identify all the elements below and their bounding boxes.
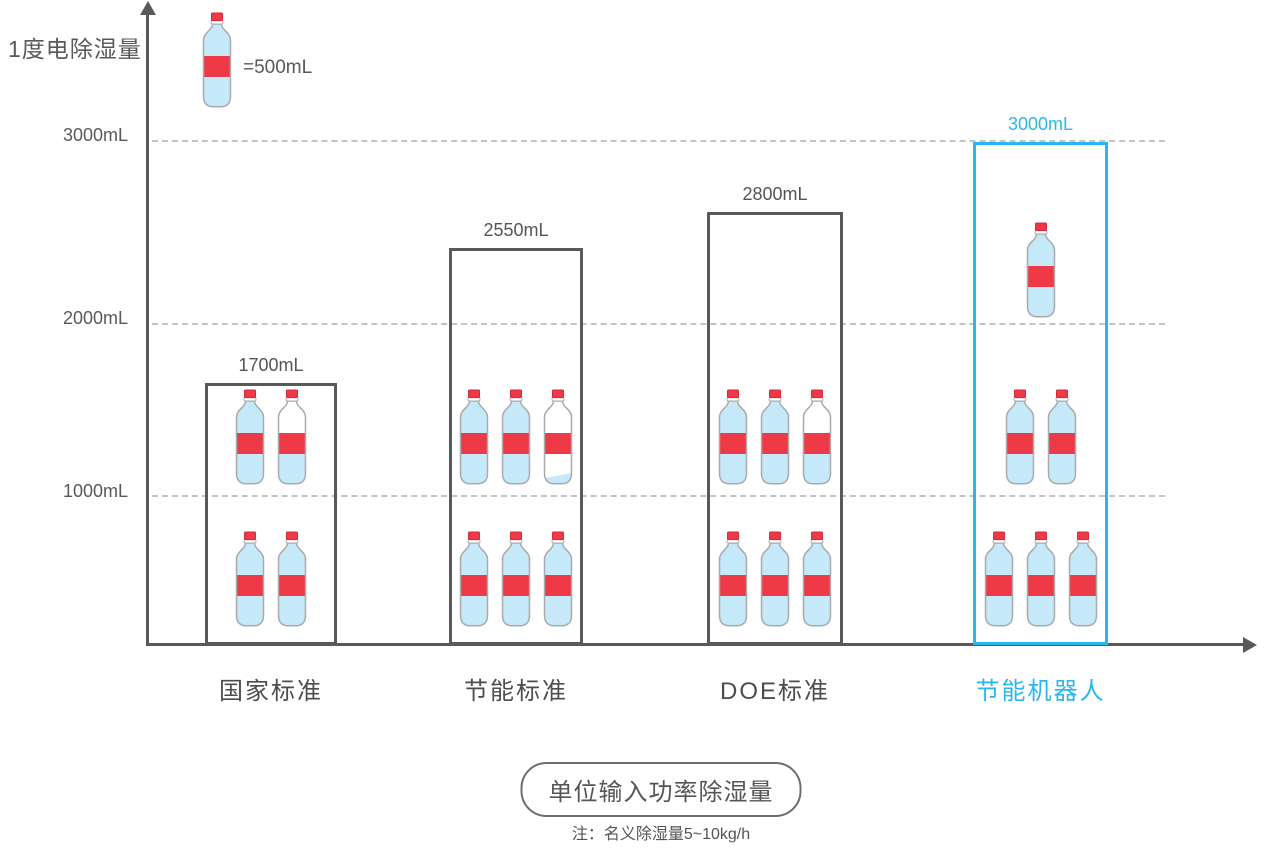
water-bottle-icon <box>1026 531 1055 627</box>
gridline-1000ml <box>152 495 1165 497</box>
y-axis-arrow-icon <box>140 1 156 15</box>
water-bottle-icon <box>1068 531 1097 627</box>
bar-value-label-3: 2800mL <box>742 184 808 204</box>
water-bottle-icon <box>277 531 307 627</box>
water-bottle-icon <box>1005 389 1034 485</box>
bar-value-label-1: 1700mL <box>238 355 304 375</box>
water-bottle-icon <box>543 531 573 627</box>
water-bottle-icon <box>501 389 531 485</box>
x-category-label-4: 节能机器人 <box>975 678 1106 705</box>
y-tick-2000ml: 2000mL <box>62 308 128 328</box>
water-bottle-icon <box>802 389 832 485</box>
legend-unit-label: =500mL <box>243 57 313 78</box>
water-bottle-icon <box>202 12 232 108</box>
x-axis-caption-pill: 单位输入功率除湿量 <box>520 762 802 817</box>
bar-value-label-4: 3000mL <box>1007 114 1074 134</box>
water-bottle-icon <box>984 531 1013 627</box>
water-bottle-icon <box>235 389 265 485</box>
y-axis-line <box>146 14 149 645</box>
gridline-3000ml <box>152 140 1165 142</box>
water-bottle-icon <box>1026 222 1055 318</box>
x-category-label-3: DOE标准 <box>719 678 830 705</box>
legend-bottle-icon <box>201 12 233 108</box>
water-bottle-icon <box>760 389 790 485</box>
y-axis-title: 1度电除湿量 <box>8 36 142 62</box>
x-category-label-2: 节能标准 <box>464 678 568 705</box>
x-axis-arrow-icon <box>1243 637 1257 653</box>
bar-box-3 <box>707 212 843 645</box>
y-tick-3000ml: 3000mL <box>62 125 128 145</box>
water-bottle-icon <box>760 531 790 627</box>
water-bottle-icon <box>543 389 573 485</box>
bar-box-1 <box>205 383 337 645</box>
x-axis-caption-text: 单位输入功率除湿量 <box>548 779 774 806</box>
bar-box-2 <box>449 248 583 645</box>
water-bottle-icon <box>718 531 748 627</box>
water-bottle-icon <box>235 531 265 627</box>
gridline-2000ml <box>152 323 1165 325</box>
x-category-label-1: 国家标准 <box>219 678 323 705</box>
water-bottle-icon <box>802 531 832 627</box>
water-bottle-icon <box>277 389 307 485</box>
y-tick-1000ml: 1000mL <box>62 481 128 501</box>
water-bottle-icon <box>718 389 748 485</box>
bar-box-4 <box>973 142 1108 645</box>
x-axis-line <box>146 643 1246 646</box>
footnote-text: 注：名义除湿量5~10kg/h <box>571 826 751 843</box>
water-bottle-icon <box>459 389 489 485</box>
water-bottle-icon <box>1047 389 1076 485</box>
water-bottle-icon <box>501 531 531 627</box>
bar-value-label-2: 2550mL <box>483 220 549 240</box>
water-bottle-icon <box>459 531 489 627</box>
